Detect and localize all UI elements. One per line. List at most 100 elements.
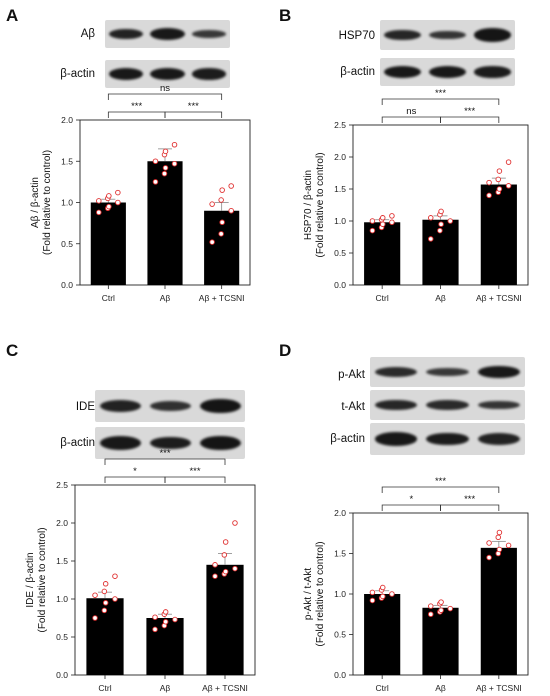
- significance-label: ns: [160, 83, 170, 94]
- data-point: [379, 221, 386, 227]
- significance-bracket: [107, 93, 223, 100]
- x-tick-label: Aβ: [435, 293, 446, 303]
- bar: [364, 594, 401, 675]
- data-point: [369, 227, 376, 234]
- y-tick-label: 1.0: [56, 594, 68, 604]
- blot-label: t-Akt: [341, 401, 365, 413]
- blot-band: [426, 399, 469, 411]
- blot-band: [477, 365, 521, 379]
- data-point: [427, 215, 434, 221]
- data-point: [505, 159, 512, 165]
- blot-label: HSP70: [338, 30, 375, 42]
- significance-label: ***: [464, 494, 475, 505]
- data-point: [152, 614, 158, 620]
- data-point: [438, 221, 444, 227]
- data-point: [427, 603, 434, 609]
- panel-letter: A: [6, 6, 19, 25]
- significance-bracket: [104, 458, 226, 465]
- blot-label: p-Akt: [338, 369, 365, 381]
- blot-label: Aβ: [80, 28, 95, 40]
- y-tick-label: 2.0: [334, 508, 346, 518]
- data-point: [152, 626, 158, 633]
- data-point: [102, 581, 109, 587]
- y-tick-label: 1.0: [61, 198, 73, 208]
- y-tick-label: 0.5: [334, 248, 346, 258]
- y-axis-label: Aβ / β-actin: [30, 177, 41, 228]
- blot-band: [99, 436, 141, 450]
- data-point: [218, 231, 224, 237]
- western-blot: [370, 390, 525, 420]
- data-point: [228, 207, 234, 214]
- data-point: [219, 219, 225, 226]
- blot-band: [384, 66, 421, 78]
- blot-band: [474, 66, 511, 78]
- blot-band: [384, 29, 421, 41]
- y-tick-label: 0.5: [334, 630, 346, 640]
- bar: [422, 607, 459, 675]
- blot-band: [108, 68, 143, 80]
- data-point: [496, 529, 503, 536]
- western-blot: [370, 357, 525, 387]
- y-axis-label-2: (Fold relative to control): [37, 527, 48, 632]
- data-point: [495, 534, 501, 541]
- data-point: [389, 591, 395, 597]
- data-point: [438, 599, 444, 605]
- significance-bracket: [164, 111, 223, 118]
- data-point: [106, 193, 112, 199]
- blot-band: [149, 436, 191, 450]
- blot-band: [426, 367, 469, 377]
- data-point: [447, 605, 453, 612]
- panel-d: D p-Akt t-Akt β-actin 0.0 0.5 1.0 1.5 2.0 Ctr…: [275, 335, 550, 696]
- x-tick-label: Aβ + TCSNI: [202, 683, 248, 693]
- data-point: [369, 589, 376, 596]
- y-tick-label: 0.0: [61, 280, 73, 290]
- data-point: [162, 148, 169, 155]
- significance-label: *: [409, 494, 413, 505]
- blot-label: β-actin: [340, 66, 375, 78]
- data-point: [486, 540, 492, 546]
- data-point: [389, 213, 395, 219]
- x-tick-label: Ctrl: [376, 293, 389, 303]
- y-tick-label: 1.5: [61, 156, 73, 166]
- y-axis-label-2: (Fold relative to control): [315, 541, 326, 646]
- blot-band: [99, 399, 141, 413]
- blot-band: [426, 432, 469, 446]
- data-point: [505, 183, 512, 189]
- y-tick-label: 2.5: [56, 480, 68, 490]
- blot-band: [374, 366, 417, 378]
- data-point: [209, 201, 215, 207]
- data-point: [102, 600, 109, 606]
- bar-chart: 0.0 0.5 1.0 1.5 2.0 Ctrl Aβ Aβ + TCSNI Aβ / β-ac…: [30, 83, 251, 303]
- blot-band: [150, 68, 185, 80]
- blot-band: [477, 400, 521, 410]
- significance-bracket: [104, 476, 166, 483]
- significance-label: ***: [189, 466, 200, 477]
- western-blot: [370, 423, 525, 455]
- blot-band: [429, 66, 466, 78]
- panel-letter: C: [6, 341, 19, 360]
- x-tick-label: Aβ: [160, 293, 171, 303]
- data-point: [447, 218, 453, 224]
- y-tick-label: 0.5: [56, 632, 68, 642]
- panel-letter: B: [279, 6, 292, 25]
- significance-bracket: [381, 504, 441, 511]
- data-point: [486, 179, 492, 186]
- y-tick-label: 2.0: [334, 152, 346, 162]
- significance-label: ***: [435, 476, 446, 487]
- data-point: [101, 607, 108, 614]
- bar: [364, 222, 401, 285]
- y-tick-label: 2.5: [334, 120, 346, 130]
- data-point: [101, 588, 108, 595]
- data-point: [162, 619, 169, 625]
- y-tick-label: 0.0: [56, 670, 68, 680]
- blot-band: [108, 28, 143, 40]
- blot-band: [199, 398, 241, 414]
- significance-label: ***: [159, 448, 170, 459]
- data-point: [152, 158, 159, 164]
- data-point: [486, 192, 492, 199]
- blot-band: [477, 432, 521, 446]
- data-point: [379, 215, 386, 221]
- data-point: [232, 565, 238, 572]
- data-point: [427, 611, 434, 618]
- data-point: [221, 552, 228, 558]
